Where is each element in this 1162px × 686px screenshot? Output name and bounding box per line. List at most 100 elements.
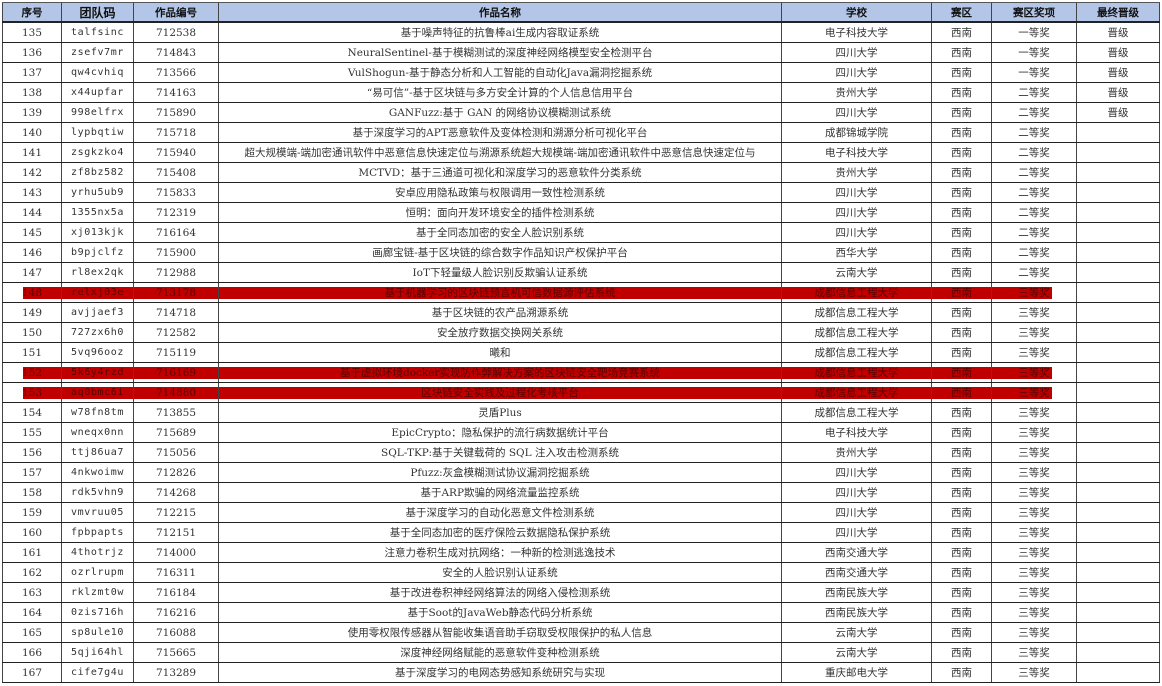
cell-region-award[interactable]: 三等奖 [991, 463, 1076, 482]
cell-work-id[interactable]: 716088 [133, 623, 218, 642]
cell-work-id[interactable]: 712319 [133, 203, 218, 222]
cell-row-number[interactable]: 166 [2, 643, 61, 662]
cell-team-code[interactable]: zsgkzko4 [61, 143, 133, 162]
cell-row-number[interactable]: 162 [2, 563, 61, 582]
cell-row-number[interactable]: 137 [2, 63, 61, 82]
cell-region-award[interactable]: 二等奖 [991, 183, 1076, 202]
cell-region-award[interactable]: 三等奖 [991, 483, 1076, 502]
cell-region[interactable]: 西南 [931, 583, 991, 602]
cell-team-code[interactable]: 5k6y4rzd [61, 363, 133, 382]
cell-work-id[interactable]: 714718 [133, 303, 218, 322]
cell-region[interactable]: 西南 [931, 243, 991, 262]
cell-team-code[interactable]: 4nkwoimw [61, 463, 133, 482]
cell-final-advance[interactable] [1076, 463, 1160, 482]
cell-work-name[interactable]: IoT下轻量级人脸识别反欺骗认证系统 [218, 263, 781, 282]
cell-region-award[interactable]: 一等奖 [991, 43, 1076, 62]
cell-row-number[interactable]: 138 [2, 83, 61, 102]
cell-region[interactable]: 西南 [931, 483, 991, 502]
cell-work-name[interactable]: VulShogun-基于静态分析和人工智能的自动化Java漏洞挖掘系统 [218, 63, 781, 82]
cell-work-name[interactable]: 安全放疗数据交换网关系统 [218, 323, 781, 342]
cell-school[interactable]: 西南交通大学 [781, 563, 931, 582]
cell-school[interactable]: 成都信息工程大学 [781, 383, 931, 402]
cell-row-number[interactable]: 163 [2, 583, 61, 602]
cell-school[interactable]: 成都信息工程大学 [781, 323, 931, 342]
cell-work-id[interactable]: 712151 [133, 523, 218, 542]
cell-region-award[interactable]: 二等奖 [991, 243, 1076, 262]
cell-work-name[interactable]: 基于噪声特征的抗鲁棒ai生成内容取证系统 [218, 23, 781, 42]
cell-region[interactable]: 西南 [931, 563, 991, 582]
cell-team-code[interactable]: 0zis716h [61, 603, 133, 622]
cell-row-number[interactable]: 144 [2, 203, 61, 222]
cell-team-code[interactable]: 5qji64hl [61, 643, 133, 662]
cell-final-advance[interactable] [1076, 403, 1160, 422]
cell-region-award[interactable]: 三等奖 [991, 563, 1076, 582]
cell-work-name[interactable]: 基于深度学习的APT恶意软件及变体检测和溯源分析可视化平台 [218, 123, 781, 142]
cell-school[interactable]: 贵州大学 [781, 163, 931, 182]
cell-final-advance[interactable] [1076, 223, 1160, 242]
cell-team-code[interactable]: rl8ex2qk [61, 263, 133, 282]
cell-school[interactable]: 西南民族大学 [781, 583, 931, 602]
cell-row-number[interactable]: 136 [2, 43, 61, 62]
cell-school[interactable]: 四川大学 [781, 183, 931, 202]
table-row[interactable]: 150 727zx6h0 712582 安全放疗数据交换网关系统 成都信息工程大学 西南三… [2, 323, 1160, 343]
cell-region[interactable]: 西南 [931, 363, 991, 382]
table-row[interactable]: 135 talfsinc 712538 基于噪声特征的抗鲁棒ai生成内容取证系统 电子科… [2, 23, 1160, 43]
cell-work-name[interactable]: 安卓应用隐私政策与权限调用一致性检测系统 [218, 183, 781, 202]
cell-work-id[interactable]: 712988 [133, 263, 218, 282]
cell-team-code[interactable]: aq0bmc6i [61, 383, 133, 402]
table-row[interactable]: 136 zsefv7mr 714843 NeuralSentinel-基于模糊测试的深… [2, 43, 1160, 63]
table-row[interactable]: 145 xj013kjk 716164 基于全同态加密的安全人脸识别系统 四川大学 西南二… [2, 223, 1160, 243]
cell-region-award[interactable]: 三等奖 [991, 623, 1076, 642]
cell-school[interactable]: 云南大学 [781, 263, 931, 282]
cell-row-number[interactable]: 149 [2, 303, 61, 322]
header-region-award[interactable]: 赛区奖项 [991, 3, 1076, 21]
cell-work-name[interactable]: “易可信”-基于区块链与多方安全计算的个人信息信用平台 [218, 83, 781, 102]
cell-work-id[interactable]: 715940 [133, 143, 218, 162]
cell-team-code[interactable]: 5vq96ooz [61, 343, 133, 362]
table-row[interactable]: 139 998elfrx 715890 GANFuzz:基于 GAN 的网络协议模糊测… [2, 103, 1160, 123]
cell-work-name[interactable]: 画廊宝链-基于区块链的综合数字作品知识产权保护平台 [218, 243, 781, 262]
table-row[interactable]: 142 zf8bz582 715408 MCTVD：基于三通道可视化和深度学习的恶意软… [2, 163, 1160, 183]
cell-work-name[interactable]: 区块链安全实践及过程化考核平台 [218, 383, 781, 402]
cell-team-code[interactable]: 4thotrjz [61, 543, 133, 562]
cell-team-code[interactable]: sp8ule10 [61, 623, 133, 642]
cell-final-advance[interactable] [1076, 623, 1160, 642]
cell-work-id[interactable]: 712215 [133, 503, 218, 522]
table-row[interactable]: 149 avjjaef3 714718 基于区块链的农产品溯源系统 成都信息工程大学 西南… [2, 303, 1160, 323]
cell-work-id[interactable]: 713566 [133, 63, 218, 82]
cell-school[interactable]: 成都信息工程大学 [781, 283, 931, 302]
cell-region-award[interactable]: 一等奖 [991, 23, 1076, 42]
header-team-code[interactable]: 团队码 [61, 3, 133, 21]
cell-final-advance[interactable] [1076, 583, 1160, 602]
table-row[interactable]: 137 qw4cvhiq 713566 VulShogun-基于静态分析和人工智能的自… [2, 63, 1160, 83]
table-row[interactable]: 157 4nkwoimw 712826 Pfuzz:灰盒模糊测试协议漏洞挖掘系统 四川大… [2, 463, 1160, 483]
cell-row-number[interactable]: 165 [2, 623, 61, 642]
cell-final-advance[interactable]: 晋级 [1076, 23, 1160, 42]
cell-work-id[interactable]: 713855 [133, 403, 218, 422]
cell-row-number[interactable]: 156 [2, 443, 61, 462]
cell-school[interactable]: 四川大学 [781, 103, 931, 122]
cell-work-id[interactable]: 715056 [133, 443, 218, 462]
cell-row-number[interactable]: 167 [2, 663, 61, 682]
table-row[interactable]: 163 rklzmt0w 716184 基于改进卷积神经网络算法的网络入侵检测系统 西南… [2, 583, 1160, 603]
cell-row-number[interactable]: 135 [2, 23, 61, 42]
cell-work-name[interactable]: 深度神经网络赋能的恶意软件变种检测系统 [218, 643, 781, 662]
cell-school[interactable]: 电子科技大学 [781, 23, 931, 42]
cell-final-advance[interactable]: 晋级 [1076, 83, 1160, 102]
cell-region-award[interactable]: 二等奖 [991, 143, 1076, 162]
cell-school[interactable]: 四川大学 [781, 223, 931, 242]
cell-school[interactable]: 四川大学 [781, 483, 931, 502]
cell-team-code[interactable]: vmvruu05 [61, 503, 133, 522]
cell-region-award[interactable]: 三等奖 [991, 383, 1076, 402]
cell-final-advance[interactable] [1076, 663, 1160, 682]
cell-work-id[interactable]: 713289 [133, 663, 218, 682]
cell-row-number[interactable]: 140 [2, 123, 61, 142]
cell-team-code[interactable]: ttj86ua7 [61, 443, 133, 462]
cell-work-name[interactable]: 基于深度学习的自动化恶意文件检测系统 [218, 503, 781, 522]
cell-work-id[interactable]: 712538 [133, 23, 218, 42]
header-school[interactable]: 学校 [781, 3, 931, 21]
cell-work-name[interactable]: 曦和 [218, 343, 781, 362]
cell-team-code[interactable]: rklzmt0w [61, 583, 133, 602]
header-no[interactable]: 序号 [2, 3, 61, 21]
cell-region[interactable]: 西南 [931, 123, 991, 142]
